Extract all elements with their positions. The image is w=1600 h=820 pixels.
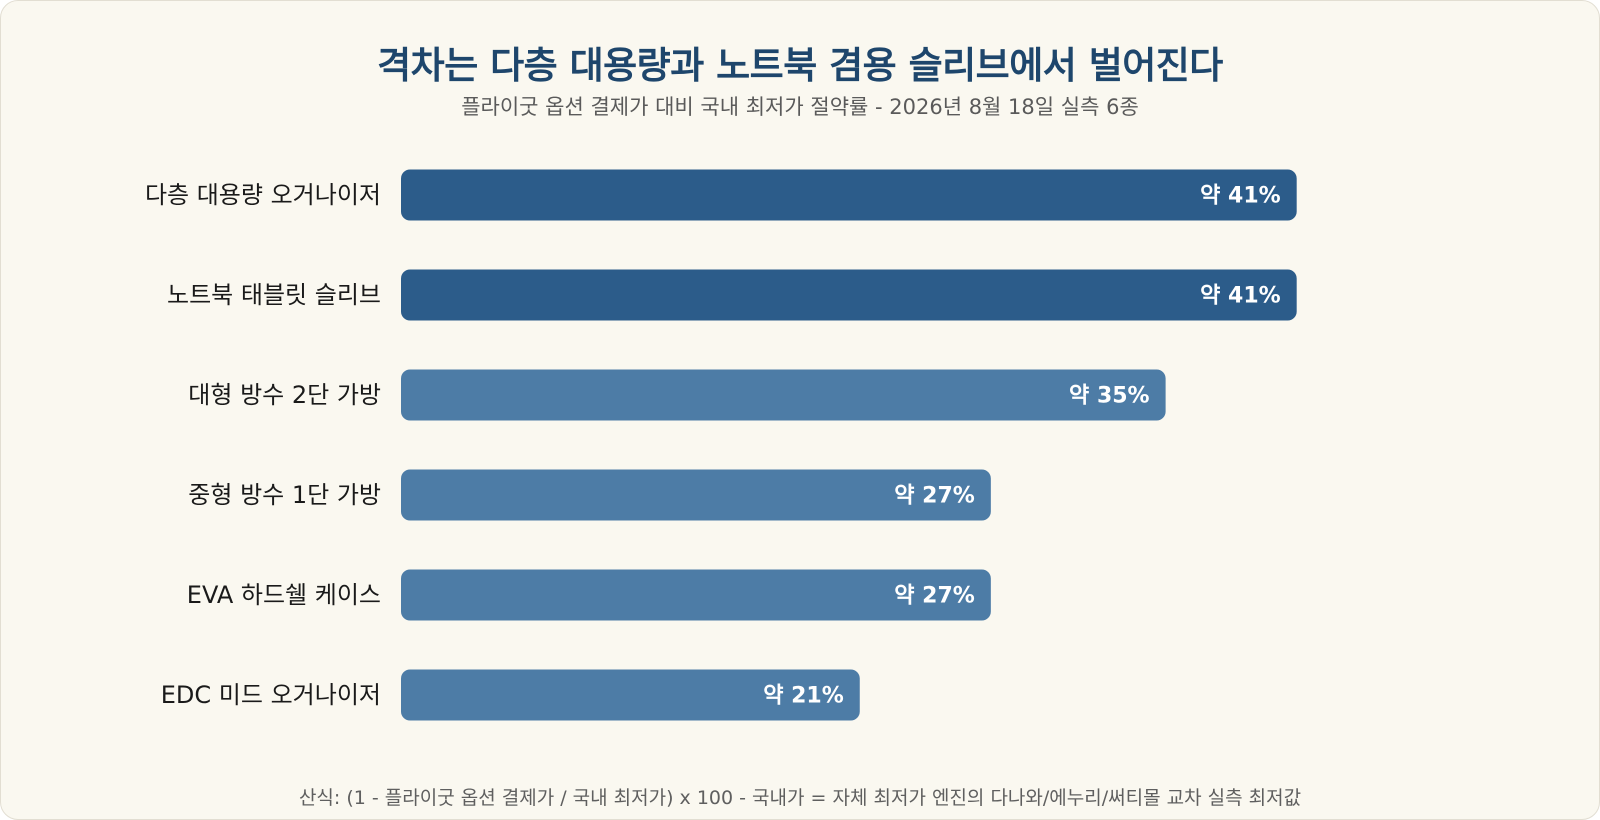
bar-value-label: 약 27% [894,484,975,509]
chart-subtitle: 플라이굿 옵션 결제가 대비 국내 최저가 절약률 - 2026년 8월 18일… [461,95,1139,119]
bar-row: EDC 미드 오거나이저 약 21% [161,669,860,721]
chart-title: 격차는 다층 대용량과 노트북 겸용 슬리브에서 벌어진다 [377,44,1223,87]
bar-value-label: 약 35% [1069,384,1150,409]
category-label: 노트북 태블릿 슬리브 [167,281,381,309]
category-label: 중형 방수 1단 가방 [188,481,381,509]
bar-value-label: 약 27% [894,584,975,609]
formula-footnote: 산식: (1 - 플라이굿 옵션 결제가 / 국내 최저가) x 100 - 국… [298,787,1302,809]
category-label: EDC 미드 오거나이저 [161,681,381,709]
bar-value-label: 약 41% [1200,184,1281,209]
bar-row: 중형 방수 1단 가방 약 27% [188,469,991,521]
bar-row: EVA 하드쉘 케이스 약 27% [187,569,991,621]
bar [401,669,860,721]
bar-row: 대형 방수 2단 가방 약 35% [188,369,1166,421]
bar [401,369,1166,421]
bar [401,169,1297,221]
bar [401,269,1297,321]
category-label: EVA 하드쉘 케이스 [187,581,381,609]
category-label: 다층 대용량 오거나이저 [145,181,381,209]
category-label: 대형 방수 2단 가방 [188,381,381,409]
bar-value-label: 약 21% [763,684,844,709]
bar [401,569,991,621]
bar [401,469,991,521]
bar-value-label: 약 41% [1200,284,1281,309]
bar-row: 노트북 태블릿 슬리브 약 41% [167,269,1297,321]
bar-row: 다층 대용량 오거나이저 약 41% [145,169,1297,221]
